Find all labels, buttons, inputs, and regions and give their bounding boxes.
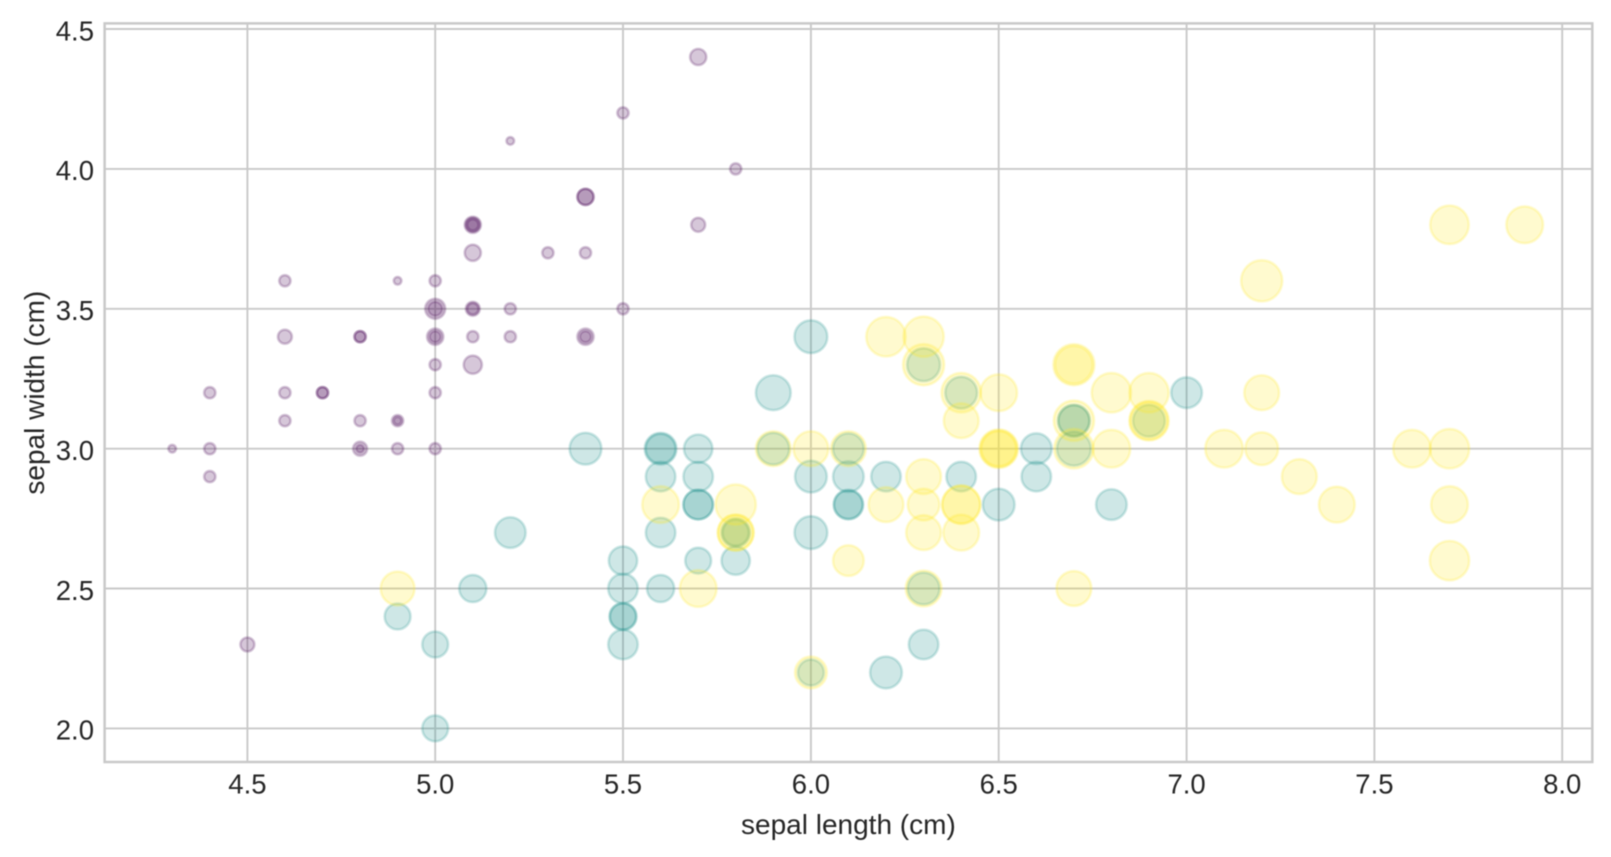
svg-text:sepal width (cm): sepal width (cm) — [19, 291, 50, 495]
svg-text:3.0: 3.0 — [56, 435, 94, 466]
svg-text:5.5: 5.5 — [604, 769, 642, 800]
svg-text:2.0: 2.0 — [56, 715, 94, 746]
svg-text:7.0: 7.0 — [1167, 769, 1205, 800]
svg-text:7.5: 7.5 — [1355, 769, 1393, 800]
svg-text:6.0: 6.0 — [792, 769, 830, 800]
svg-text:4.5: 4.5 — [56, 15, 94, 46]
svg-text:sepal length (cm): sepal length (cm) — [741, 809, 956, 840]
svg-text:5.0: 5.0 — [416, 769, 454, 800]
svg-text:4.5: 4.5 — [228, 769, 266, 800]
svg-text:6.5: 6.5 — [980, 769, 1018, 800]
svg-text:4.0: 4.0 — [56, 155, 94, 186]
svg-text:8.0: 8.0 — [1543, 769, 1581, 800]
svg-text:3.5: 3.5 — [56, 295, 94, 326]
svg-text:2.5: 2.5 — [56, 575, 94, 606]
